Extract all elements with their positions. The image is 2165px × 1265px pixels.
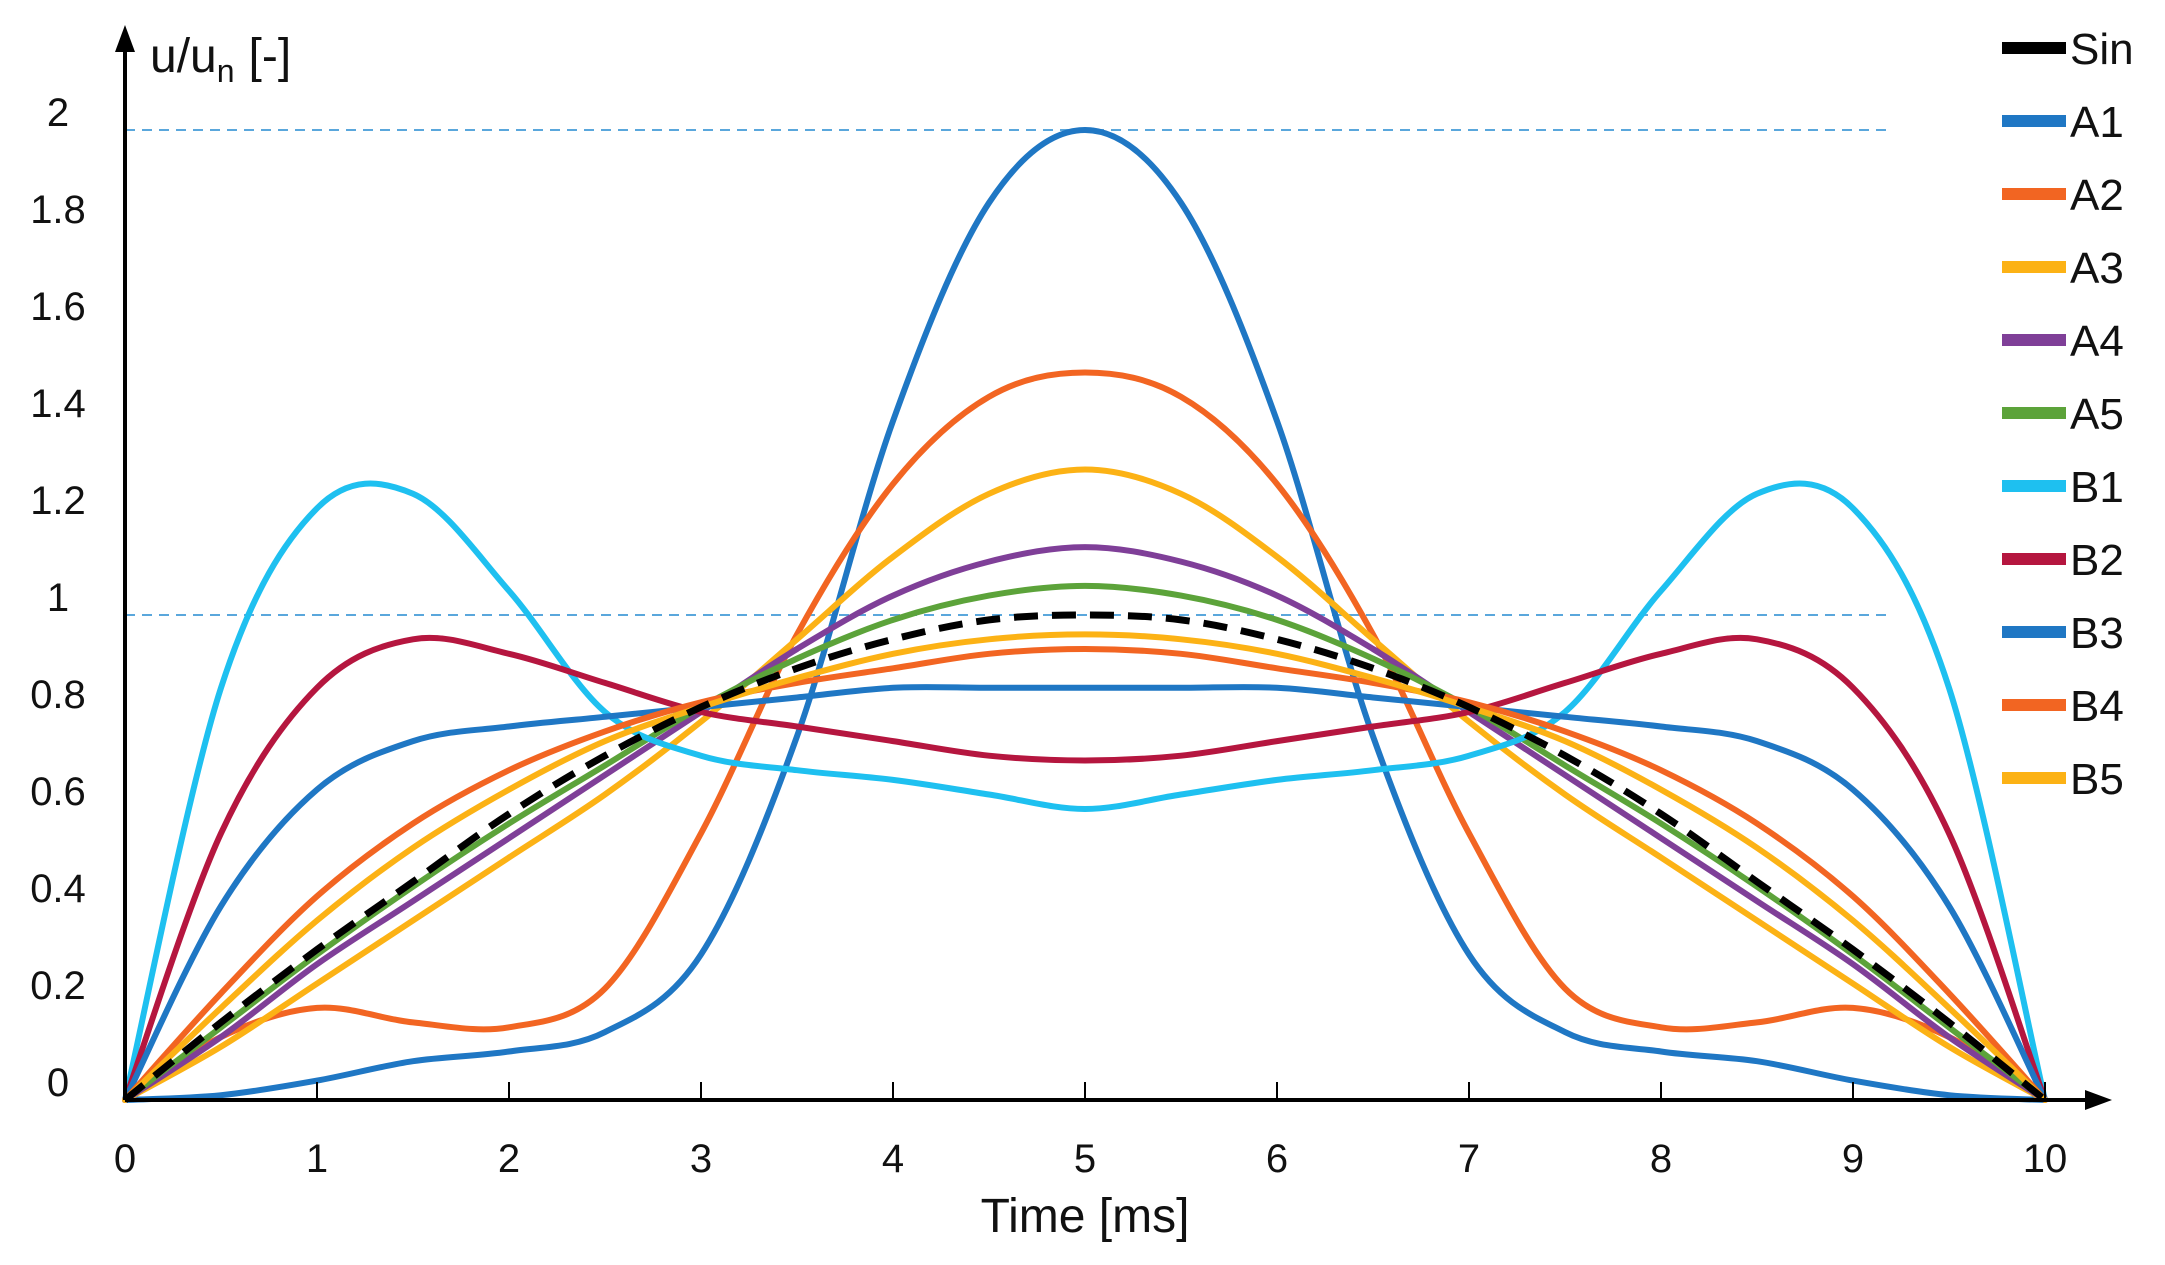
legend-label-a5: A5 [2070, 390, 2124, 439]
series-line-b2 [122, 634, 2048, 1103]
x-axis-arrow-icon [2085, 1090, 2112, 1110]
axes [115, 25, 2112, 1110]
x-tick-label: 6 [1266, 1137, 1288, 1181]
x-tick-label: 9 [1842, 1137, 1864, 1181]
y-axis-title-subscript: n [217, 53, 235, 89]
legend-label-b5: B5 [2070, 755, 2124, 804]
y-tick-label: 0.4 [30, 867, 86, 911]
x-tick-label: 5 [1074, 1137, 1096, 1181]
y-axis-title-unit: [-] [249, 30, 292, 83]
series-line-a1 [122, 127, 2048, 1103]
reference-lines [125, 129, 1890, 616]
series-line-b1 [122, 480, 2048, 1103]
x-tick-label: 10 [2023, 1137, 2068, 1181]
series-line-b5 [122, 631, 2048, 1103]
x-tick-label: 2 [498, 1137, 520, 1181]
y-tick-label: 1.2 [30, 479, 86, 523]
y-tick-label: 1.8 [30, 188, 86, 232]
y-ticks: 0 0.2 0.4 0.6 0.8 1 1.2 1.4 1.6 1.8 2 [30, 91, 86, 1105]
x-axis-title: Time [ms] [981, 1190, 1190, 1243]
x-ticks: 0 1 2 3 4 5 6 7 8 9 10 [114, 1082, 2067, 1181]
series-line-b3 [122, 684, 2048, 1103]
legend-label-a1: A1 [2070, 98, 2124, 147]
y-tick-label: 1.4 [30, 382, 86, 426]
legend-label-a2: A2 [2070, 171, 2124, 220]
series-layer [122, 127, 2048, 1103]
y-axis-title-main: u/u [150, 30, 217, 83]
y-tick-label: 1.6 [30, 285, 86, 329]
series-line-a5 [122, 582, 2048, 1103]
legend-label-a3: A3 [2070, 244, 2124, 293]
legend-label-b1: B1 [2070, 463, 2124, 512]
x-tick-label: 1 [306, 1137, 328, 1181]
legend-label-a4: A4 [2070, 317, 2124, 366]
series-line-a3 [122, 466, 2048, 1103]
legend-label-b3: B3 [2070, 609, 2124, 658]
series-line-a4 [122, 544, 2048, 1103]
y-tick-label: 0.8 [30, 673, 86, 717]
y-tick-label: 1 [47, 576, 69, 620]
y-tick-label: 0 [47, 1061, 69, 1105]
y-axis-title: u/un [-] [150, 30, 291, 89]
y-tick-label: 0.2 [30, 964, 86, 1008]
legend-label-sin: Sin [2070, 25, 2134, 74]
legend-label-b4: B4 [2070, 682, 2124, 731]
legend-label-b2: B2 [2070, 536, 2124, 585]
x-tick-label: 7 [1458, 1137, 1480, 1181]
x-tick-label: 3 [690, 1137, 712, 1181]
x-tick-label: 0 [114, 1137, 136, 1181]
series-line-sin [122, 611, 2048, 1103]
legend: Sin A1 A2 A3 A4 A5 B1 B2 B3 B4 B5 [2002, 25, 2134, 804]
y-axis-arrow-icon [115, 25, 135, 52]
series-line-a2 [122, 369, 2048, 1103]
y-tick-label: 2 [47, 91, 69, 135]
x-tick-label: 4 [882, 1137, 904, 1181]
y-tick-label: 0.6 [30, 770, 86, 814]
x-tick-label: 8 [1650, 1137, 1672, 1181]
series-line-b4 [122, 646, 2048, 1103]
